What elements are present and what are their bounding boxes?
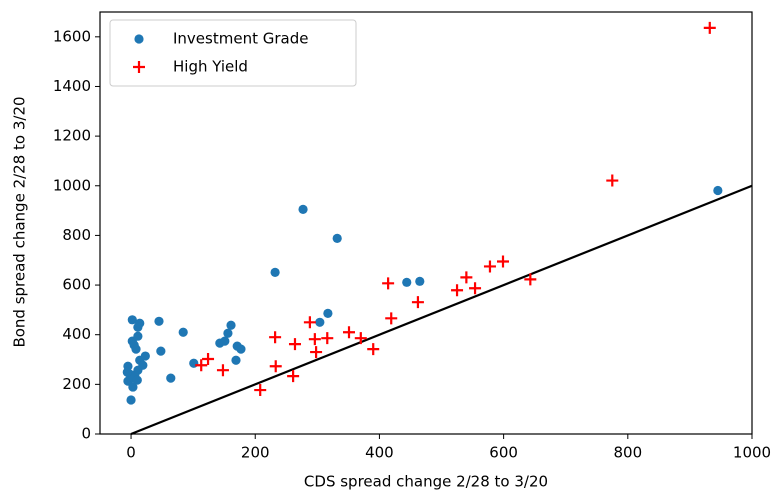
data-point <box>287 370 300 383</box>
data-point <box>189 358 199 368</box>
data-point <box>713 185 723 196</box>
data-point <box>343 326 356 339</box>
x-tick-label: 600 <box>489 444 518 462</box>
data-point <box>382 277 395 290</box>
legend-marker <box>133 61 145 73</box>
plot-frame <box>99 11 753 435</box>
y-tick-label: 1200 <box>53 127 91 145</box>
y-tick-label: 0 <box>81 425 91 443</box>
data-point <box>195 359 208 372</box>
y-tick-label: 600 <box>62 276 91 294</box>
data-point <box>606 174 619 187</box>
data-point <box>703 21 716 34</box>
data-point <box>321 332 334 345</box>
y-tick-label: 200 <box>62 375 91 393</box>
data-point <box>483 260 496 273</box>
data-point <box>496 255 509 268</box>
y-tick-label: 400 <box>62 325 91 343</box>
data-point <box>460 271 473 284</box>
data-point <box>178 327 188 337</box>
data-point <box>269 331 282 344</box>
data-point <box>138 360 148 370</box>
data-point <box>128 382 138 392</box>
data-point <box>166 373 176 383</box>
data-point <box>133 331 143 341</box>
x-tick-label: 1000 <box>733 444 771 462</box>
legend-box <box>109 19 357 87</box>
x-tick-label: 400 <box>365 444 394 462</box>
data-point <box>402 277 412 287</box>
data-point <box>332 233 342 243</box>
x-tick-label: 800 <box>613 444 642 462</box>
data-point <box>308 333 321 346</box>
y-tick-label: 1000 <box>53 176 91 194</box>
data-point <box>303 316 316 329</box>
legend-label: High Yield <box>173 58 248 76</box>
data-point <box>131 344 141 354</box>
data-point <box>385 312 398 325</box>
data-point <box>270 267 280 277</box>
data-point <box>354 332 367 345</box>
data-point <box>135 318 145 328</box>
data-point <box>323 308 333 318</box>
data-point <box>411 296 424 309</box>
data-point <box>231 355 241 365</box>
y-axis-label: Bond spread change 2/28 to 3/20 <box>11 96 29 347</box>
data-point <box>226 320 236 330</box>
data-point <box>310 346 323 359</box>
data-point <box>220 336 230 346</box>
data-point <box>216 364 229 377</box>
data-point <box>524 273 537 286</box>
data-point <box>451 284 464 297</box>
data-point <box>269 360 282 373</box>
legend-marker <box>134 34 144 44</box>
data-point <box>223 328 233 338</box>
data-point <box>126 395 136 405</box>
y-tick-label: 1600 <box>53 27 91 45</box>
data-point <box>298 204 308 214</box>
data-point <box>254 384 267 397</box>
y-tick-label: 800 <box>62 226 91 244</box>
data-point <box>288 338 301 351</box>
data-point <box>415 276 425 286</box>
x-tick-label: 0 <box>126 444 136 462</box>
data-point <box>367 343 380 356</box>
data-point <box>140 351 150 361</box>
data-point <box>236 344 246 354</box>
data-point <box>122 367 132 377</box>
y-tick-label: 1400 <box>53 77 91 95</box>
x-axis-label: CDS spread change 2/28 to 3/20 <box>304 473 548 491</box>
data-point <box>469 282 482 295</box>
data-point <box>156 346 166 356</box>
data-point <box>154 316 164 326</box>
legend-label: Investment Grade <box>173 30 308 48</box>
x-tick-label: 200 <box>241 444 270 462</box>
data-point <box>202 353 215 366</box>
reference-line <box>130 184 753 436</box>
data-point <box>127 315 137 325</box>
data-point <box>132 375 142 385</box>
data-point <box>315 317 325 327</box>
